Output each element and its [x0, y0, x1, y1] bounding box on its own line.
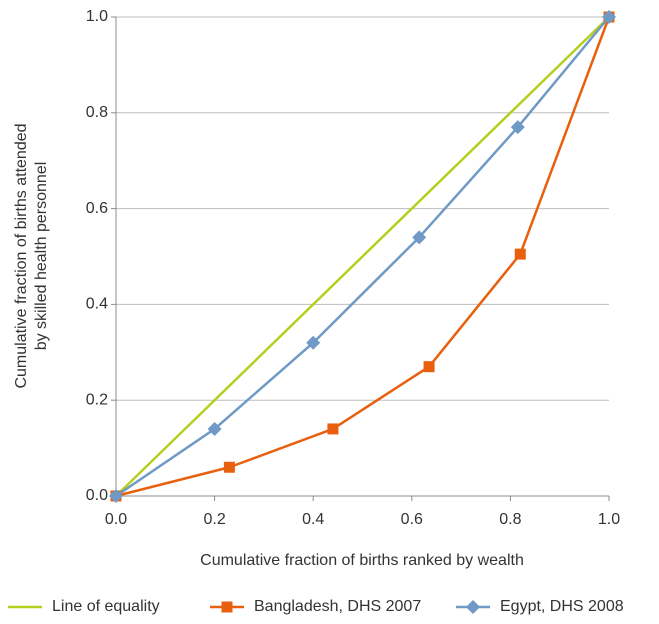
legend-label-0: Line of equality: [52, 598, 160, 615]
series-1-line: [115, 16, 611, 498]
legend-marker-2: [466, 600, 480, 614]
tick-labels: 0.0 0.2 0.4 0.6 0.8 1.0 0.0 0.2 0.4 0.6 0.8 1.0: [86, 8, 620, 528]
series-0-line: [115, 16, 610, 497]
y-tick-label-5: 1.0: [86, 8, 108, 25]
series-2-marker-5: [602, 10, 616, 24]
y-tick-label-2: 0.4: [86, 296, 108, 313]
legend-label-1: Bangladesh, DHS 2007: [254, 598, 421, 615]
y-tick-label-0: 0.0: [86, 487, 108, 504]
x-tick-label-0: 0.0: [105, 511, 127, 528]
series-2-marker-4: [510, 120, 525, 135]
series-2-marker-1: [207, 421, 222, 436]
y-tick-label-3: 0.6: [86, 200, 108, 217]
legend-label-2: Egypt, DHS 2008: [500, 598, 624, 615]
legend-marker-1: [221, 601, 233, 613]
data-series: [109, 10, 616, 503]
x-tick-label-1: 0.2: [203, 511, 225, 528]
series-1-marker-3: [423, 361, 435, 373]
series-1-marker-1: [223, 461, 235, 473]
x-axis-title: Cumulative fraction of births ranked by …: [200, 552, 524, 569]
series-2-line: [115, 16, 610, 498]
series-1-marker-2: [327, 423, 339, 435]
x-tick-label-5: 1.0: [598, 511, 620, 528]
y-axis-title-line-2: by skilled health personnel: [33, 162, 50, 351]
series-2-marker-2: [306, 335, 321, 350]
y-tick-label-4: 0.8: [86, 104, 108, 121]
x-tick-label-2: 0.4: [302, 511, 324, 528]
y-axis-title: Cumulative fraction of births attended b…: [13, 123, 50, 388]
y-tick-label-1: 0.2: [86, 391, 108, 408]
series-2-marker-0: [109, 489, 123, 503]
y-axis-title-line-1: Cumulative fraction of births attended: [13, 123, 30, 388]
x-tick-label-4: 0.8: [499, 511, 521, 528]
series-1-marker-4: [514, 248, 526, 260]
gridlines: [116, 16, 609, 401]
x-tick-label-3: 0.6: [401, 511, 423, 528]
series-2-marker-3: [412, 230, 427, 245]
legend: Line of equality Bangladesh, DHS 2007 Egyp…: [8, 598, 624, 615]
